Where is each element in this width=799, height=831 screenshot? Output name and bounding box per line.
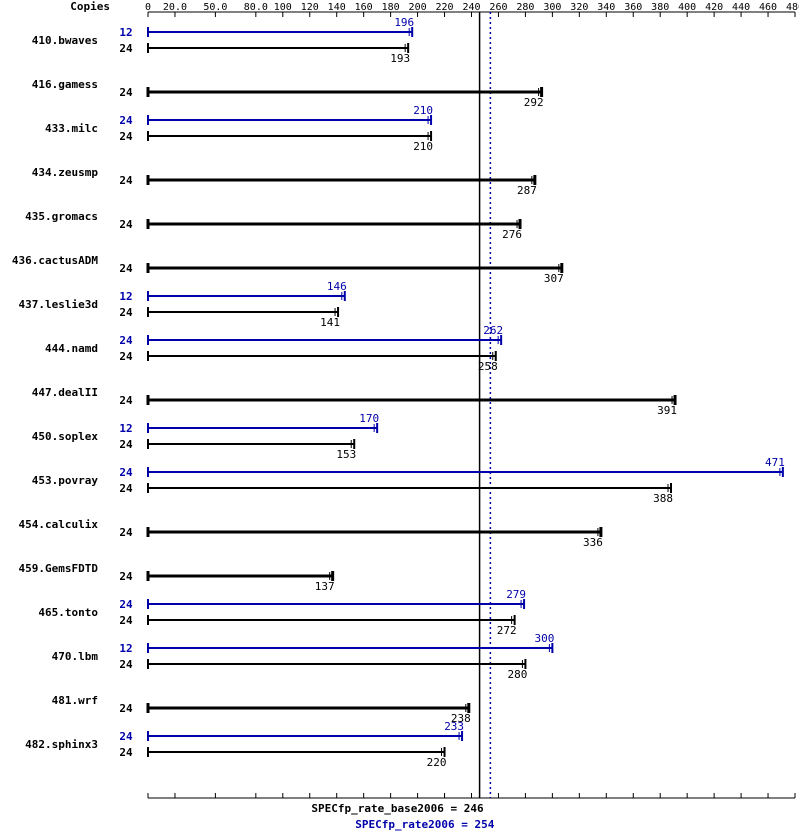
value-label: 170 <box>359 412 379 425</box>
benchmark-label: 459.GemsFDTD <box>19 562 99 575</box>
value-label: 292 <box>524 96 544 109</box>
x-tick-label: 50.0 <box>203 2 227 13</box>
x-tick-label: 240 <box>462 2 480 13</box>
copies-label: 24 <box>119 702 133 715</box>
x-tick-label: 180 <box>382 2 400 13</box>
copies-label: 24 <box>119 306 133 319</box>
benchmark-label: 450.soplex <box>32 430 99 443</box>
x-tick-label: 360 <box>624 2 642 13</box>
value-label: 196 <box>394 16 414 29</box>
x-tick-label: 200 <box>409 2 427 13</box>
value-label: 210 <box>413 140 433 153</box>
x-tick-label: 280 <box>516 2 534 13</box>
copies-label: 24 <box>119 262 133 275</box>
x-tick-label: 400 <box>678 2 696 13</box>
benchmark-label: 416.gamess <box>32 78 98 91</box>
value-label: 279 <box>506 588 526 601</box>
copies-label: 24 <box>119 466 133 479</box>
x-tick-label: 340 <box>597 2 615 13</box>
benchmark-label: 444.namd <box>45 342 98 355</box>
copies-label: 24 <box>119 218 133 231</box>
x-tick-label: 300 <box>543 2 561 13</box>
value-label: 391 <box>657 404 677 417</box>
value-label: 193 <box>390 52 410 65</box>
x-tick-label: 220 <box>436 2 454 13</box>
value-label: 146 <box>327 280 347 293</box>
x-tick-label: 380 <box>651 2 669 13</box>
copies-label: 12 <box>119 642 132 655</box>
copies-label: 24 <box>119 334 133 347</box>
copies-label: 24 <box>119 746 133 759</box>
copies-label: 24 <box>119 526 133 539</box>
value-label: 276 <box>502 228 522 241</box>
value-label: 233 <box>444 720 464 733</box>
benchmark-label: 470.lbm <box>52 650 99 663</box>
value-label: 258 <box>478 360 498 373</box>
benchmark-label: 454.calculix <box>19 518 99 531</box>
value-label: 280 <box>508 668 528 681</box>
benchmark-label: 465.tonto <box>38 606 98 619</box>
value-label: 471 <box>765 456 785 469</box>
x-tick-label: 440 <box>732 2 750 13</box>
copies-label: 24 <box>119 598 133 611</box>
chart-svg: 0 20.0 50.0 80.0 100 120 140 160 180 200 220 240 260… <box>0 0 799 831</box>
benchmark-label: 434.zeusmp <box>32 166 99 179</box>
value-label: 300 <box>535 632 555 645</box>
copies-label: 12 <box>119 290 132 303</box>
x-tick-label: 80.0 <box>244 2 268 13</box>
value-label: 220 <box>427 756 447 769</box>
copies-label: 24 <box>119 114 133 127</box>
value-label: 272 <box>497 624 517 637</box>
spec-rate-chart: 0 20.0 50.0 80.0 100 120 140 160 180 200 220 240 260… <box>0 0 799 831</box>
x-tick-label: 140 <box>328 2 346 13</box>
copies-label: 24 <box>119 482 133 495</box>
value-label: 137 <box>315 580 335 593</box>
copies-label: 24 <box>119 394 133 407</box>
benchmark-label: 435.gromacs <box>25 210 98 223</box>
x-tick-label: 120 <box>301 2 319 13</box>
value-label: 141 <box>320 316 340 329</box>
copies-label: 24 <box>119 730 133 743</box>
value-label: 287 <box>517 184 537 197</box>
copies-label: 24 <box>119 614 133 627</box>
x-tick-label: 0 <box>145 2 151 13</box>
copies-label: 24 <box>119 42 133 55</box>
benchmark-label: 436.cactusADM <box>12 254 98 267</box>
benchmark-label: 410.bwaves <box>32 34 98 47</box>
x-tick-label: 460 <box>759 2 777 13</box>
reference-label: SPECfp_rate_base2006 = 246 <box>311 802 484 815</box>
copies-label: 24 <box>119 570 133 583</box>
x-tick-label: 320 <box>570 2 588 13</box>
copies-label: 12 <box>119 26 132 39</box>
value-label: 388 <box>653 492 673 505</box>
copies-label: 24 <box>119 174 133 187</box>
value-label: 307 <box>544 272 564 285</box>
benchmark-label: 437.leslie3d <box>19 298 98 311</box>
value-label: 153 <box>336 448 356 461</box>
copies-label: 24 <box>119 658 133 671</box>
value-label: 336 <box>583 536 603 549</box>
x-tick-label: 100 <box>274 2 292 13</box>
copies-label: 24 <box>119 130 133 143</box>
copies-header: Copies <box>70 0 110 13</box>
benchmark-label: 433.milc <box>45 122 98 135</box>
value-label: 210 <box>413 104 433 117</box>
x-tick-label: 160 <box>355 2 373 13</box>
x-tick-label: 420 <box>705 2 723 13</box>
x-tick-label: 480 <box>786 2 799 13</box>
benchmark-label: 453.povray <box>32 474 99 487</box>
copies-label: 24 <box>119 438 133 451</box>
copies-label: 24 <box>119 350 133 363</box>
copies-label: 24 <box>119 86 133 99</box>
reference-label: SPECfp_rate2006 = 254 <box>355 818 494 831</box>
value-label: 262 <box>483 324 503 337</box>
x-tick-label: 260 <box>489 2 507 13</box>
x-tick-label: 20.0 <box>163 2 187 13</box>
copies-label: 12 <box>119 422 132 435</box>
benchmark-label: 482.sphinx3 <box>25 738 98 751</box>
benchmark-label: 447.dealII <box>32 386 98 399</box>
benchmark-label: 481.wrf <box>52 694 98 707</box>
